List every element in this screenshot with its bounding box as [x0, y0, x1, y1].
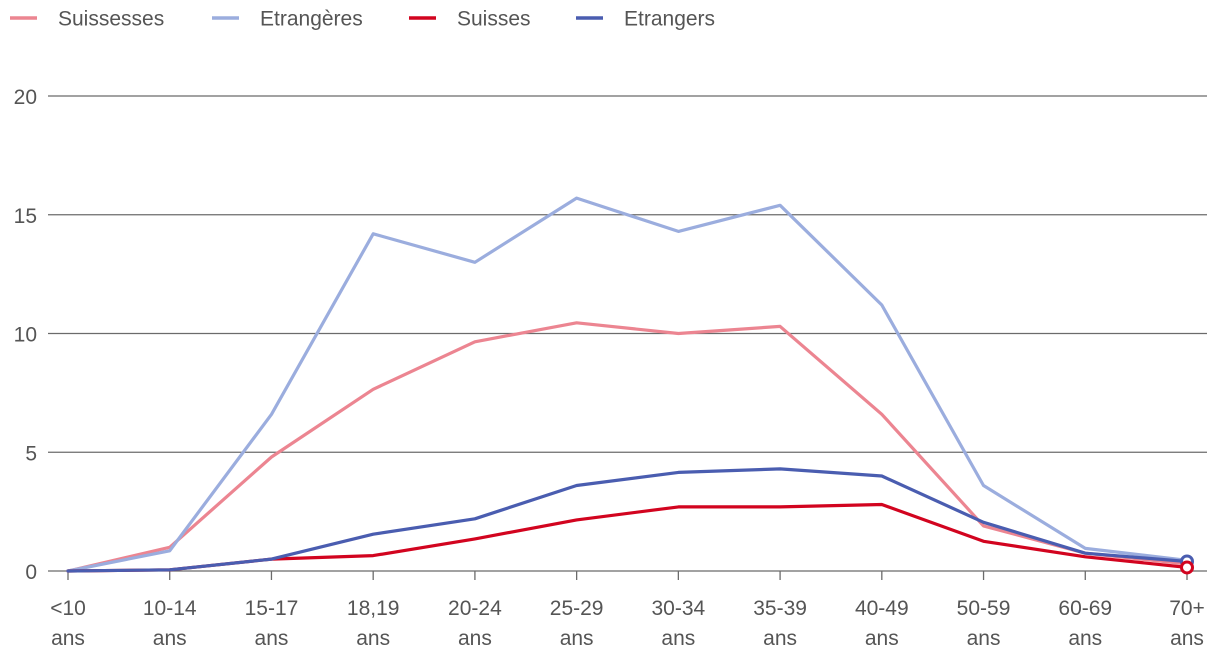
x-tick-label-unit: ans: [1170, 627, 1204, 650]
series-lines: [66, 196, 1189, 573]
legend-item-etrangers[interactable]: Etrangers: [576, 8, 715, 31]
legend: Suissesses Etrangères Suisses Etrangers: [10, 8, 715, 31]
x-tick-label-unit: ans: [51, 627, 85, 650]
y-tick-label: 15: [14, 205, 37, 228]
series-line-etrangers: [66, 467, 1189, 573]
highlight-markers: [1180, 554, 1194, 575]
x-tick-label: 40-49: [855, 597, 909, 620]
series-line-suissesses: [66, 321, 1189, 573]
y-tick-label: 10: [14, 324, 37, 347]
x-tick-label: 50-59: [957, 597, 1011, 620]
x-tick-label-unit: ans: [661, 627, 695, 650]
legend-label: Suisses: [457, 8, 531, 31]
x-tick-label-unit: ans: [865, 627, 899, 650]
x-tick-label-unit: ans: [560, 627, 594, 650]
x-tick-label-unit: ans: [763, 627, 797, 650]
y-tick-label: 0: [25, 561, 37, 584]
x-tick-label-unit: ans: [967, 627, 1001, 650]
highlight-marker-suisses[interactable]: [1180, 560, 1194, 575]
x-tick-label: 70+: [1169, 597, 1205, 620]
series-line-etrangeres: [66, 196, 1189, 573]
legend-item-suissesses[interactable]: Suissesses: [10, 8, 164, 31]
series-line-suisses: [66, 502, 1189, 573]
y-axis-ticks: 0 5 10 15 20: [14, 86, 37, 584]
y-tick-label: 20: [14, 86, 37, 109]
x-tick-label: 30-34: [652, 597, 706, 620]
legend-label: Suissesses: [58, 8, 164, 31]
gridlines: [48, 95, 1207, 572]
x-tick-label: 18,19: [347, 597, 400, 620]
x-tick-label-unit: ans: [255, 627, 289, 650]
x-tick-label: 10-14: [143, 597, 197, 620]
x-tick-label: 15-17: [245, 597, 299, 620]
x-tick-label: 60-69: [1058, 597, 1112, 620]
legend-item-suisses[interactable]: Suisses: [409, 8, 531, 31]
x-tick-label-unit: ans: [153, 627, 187, 650]
x-tick-label: 25-29: [550, 597, 604, 620]
legend-label: Etrangères: [260, 8, 363, 31]
x-tick-label: <10: [50, 597, 86, 620]
x-tick-label: 35-39: [753, 597, 807, 620]
legend-item-etrangeres[interactable]: Etrangères: [212, 8, 363, 31]
y-tick-label: 5: [25, 442, 37, 465]
legend-label: Etrangers: [624, 8, 715, 31]
x-tick-label: 20-24: [448, 597, 502, 620]
x-tick-label-unit: ans: [356, 627, 390, 650]
x-axis-ticks: <10 ans 10-14 ans 15-17 ans 18,19 ans 20-24 ans 25…: [50, 571, 1205, 650]
x-tick-label-unit: ans: [1068, 627, 1102, 650]
x-tick-label-unit: ans: [458, 627, 492, 650]
